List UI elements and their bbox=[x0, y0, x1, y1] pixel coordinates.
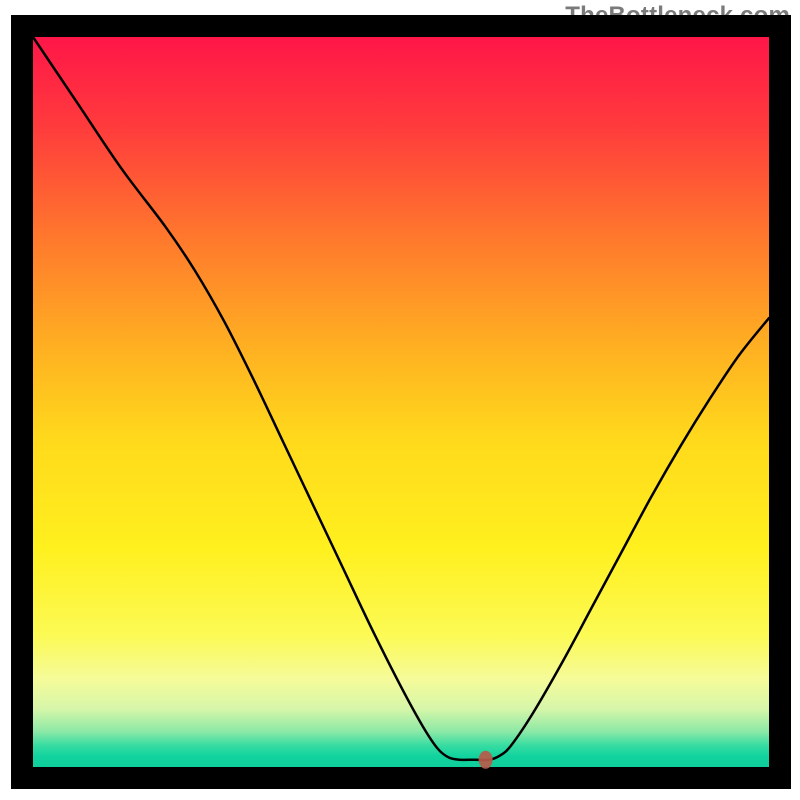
bottleneck-curve-chart bbox=[0, 0, 800, 800]
chart-background bbox=[33, 37, 769, 767]
optimal-point-marker bbox=[479, 751, 493, 769]
chart-container: TheBottleneck.com bbox=[0, 0, 800, 800]
